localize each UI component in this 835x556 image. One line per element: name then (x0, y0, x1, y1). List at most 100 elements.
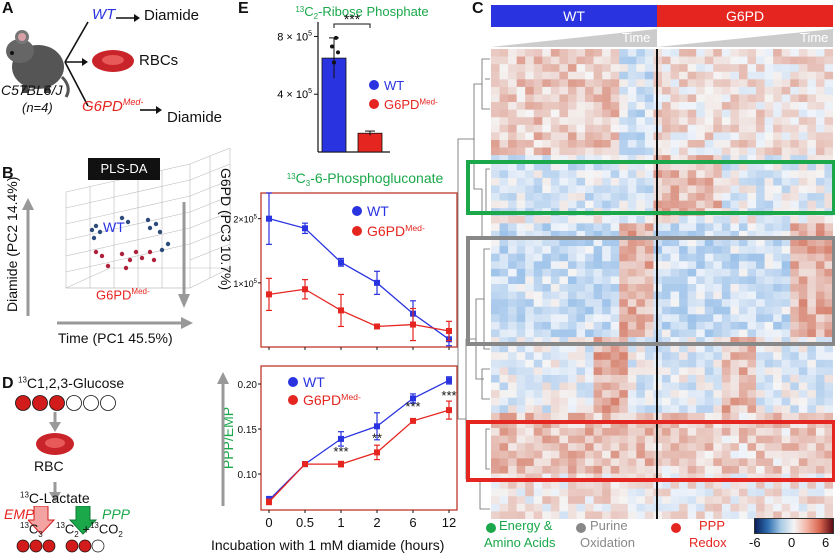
panel-letter-c: C (472, 0, 484, 17)
heatmap-cell (508, 132, 517, 141)
heatmap-cell (815, 102, 825, 110)
heatmap-cell (567, 382, 577, 391)
heatmap-cell (593, 253, 603, 262)
heatmap-cell (533, 352, 543, 361)
heatmap-cell (747, 147, 757, 156)
heatmap-cell (679, 117, 688, 126)
heatmap-cell (781, 481, 791, 489)
heatmap-cell (593, 382, 603, 391)
heatmap-cell (525, 299, 535, 308)
heatmap-cell (533, 321, 543, 330)
heatmap-cell (790, 496, 800, 505)
heatmap-cell (662, 253, 671, 262)
heatmap-cell (713, 284, 723, 292)
heatmap-cell (747, 511, 757, 519)
heatmap-cell (824, 185, 833, 194)
heatmap-cell (491, 223, 500, 232)
heatmap-cell (730, 246, 740, 254)
heatmap-cell (662, 397, 671, 406)
heatmap-cell (679, 71, 688, 80)
heatmap-cell (627, 215, 637, 224)
heatmap-cell (798, 481, 808, 489)
heatmap-cell (781, 64, 791, 73)
heatmap-cell (516, 268, 526, 277)
heatmap-cell (499, 382, 509, 391)
heatmap-cell (619, 359, 629, 368)
heatmap-cell (602, 496, 611, 505)
heatmap-cell (491, 64, 500, 73)
heatmap-cell (619, 261, 629, 270)
heatmap-cell (508, 177, 517, 186)
heatmap-cell (619, 291, 629, 300)
heatmap-cell (713, 124, 723, 133)
heatmap-cell (738, 314, 748, 323)
heatmap-cell (593, 496, 603, 505)
data-point-wt (266, 215, 272, 222)
heatmap-cell (550, 230, 560, 239)
dendrogram-branch (473, 83, 482, 190)
heatmap-cell (567, 503, 577, 512)
heatmap-cell (491, 170, 500, 179)
heatmap-cell (516, 223, 526, 232)
heatmap-cell (525, 481, 535, 489)
heatmap-cell (696, 124, 706, 133)
heatmap-cell (516, 321, 526, 330)
heatmap-cell (662, 428, 671, 436)
heatmap-cell (807, 139, 817, 148)
heatmap-cell (567, 397, 577, 406)
heatmap-cell (627, 109, 637, 118)
heatmap-cell (807, 337, 817, 345)
heatmap-cell (542, 102, 552, 110)
heatmap-cell (567, 200, 577, 209)
heatmap-cell (567, 412, 577, 421)
heatmap-cell (790, 435, 800, 444)
heatmap-cell (662, 71, 671, 80)
heatmap-cell (815, 284, 825, 292)
heatmap-cell (790, 337, 800, 345)
heatmap-cell (807, 473, 817, 482)
heatmap-cell (696, 284, 706, 292)
heatmap-cell (807, 132, 817, 141)
heatmap-cell (499, 420, 509, 429)
heatmap-cell (508, 94, 517, 103)
heatmap-cell (644, 352, 654, 361)
heatmap-cell (721, 64, 731, 73)
heatmap-cell (525, 124, 535, 133)
heatmap-cell (670, 170, 680, 179)
heatmap-cell (508, 238, 517, 247)
heatmap-cell (807, 488, 817, 497)
heatmap-cell (696, 276, 706, 285)
heatmap-cell (533, 223, 543, 232)
heatmap-cell (662, 481, 671, 489)
heatmap-cell (525, 139, 535, 148)
arrows-a (64, 14, 162, 114)
mouse-icon (6, 30, 70, 98)
heatmap-cell (781, 215, 791, 224)
heatmap-cell (516, 170, 526, 179)
heatmap-cell (627, 238, 637, 247)
heatmap-cell (508, 64, 517, 73)
heatmap-cell (610, 177, 620, 186)
heatmap-cell (687, 511, 697, 519)
heatmap-cell (713, 352, 723, 361)
heatmap-cell (798, 473, 808, 482)
heatmap-cell (525, 215, 535, 224)
heatmap-cell (807, 94, 817, 103)
heatmap-cell (525, 314, 535, 323)
heatmap-cell (644, 390, 654, 399)
heatmap-cell (670, 71, 680, 80)
heatmap-cell (602, 56, 611, 65)
heatmap-cell (721, 299, 731, 308)
heatmap-cell (550, 109, 560, 118)
heatmap-cell (567, 109, 577, 118)
heatmap-cell (525, 428, 535, 436)
heatmap-cell (508, 352, 517, 361)
heatmap-cell (738, 193, 748, 201)
heatmap-cell (696, 102, 706, 110)
heatmap-cell (721, 473, 731, 482)
heatmap-cell (773, 276, 782, 285)
heatmap-cell (815, 299, 825, 308)
heatmap-cell (687, 420, 697, 429)
heatmap-cell (738, 352, 748, 361)
heatmap-cell (559, 314, 569, 323)
